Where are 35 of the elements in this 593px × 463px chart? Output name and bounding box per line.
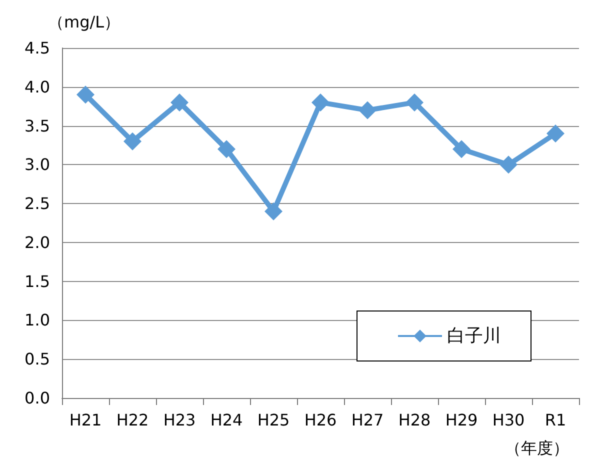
y-tick-label: 1.5 [24,272,50,291]
y-tick-label: 0.0 [24,388,50,408]
x-tick-label: R1 [544,410,566,430]
legend-label: 白子川 [447,326,501,346]
x-tick-label: H23 [163,410,196,430]
point [500,156,518,174]
y-tick-label: 2.0 [24,232,50,252]
y-tick-label: 3.5 [24,116,50,136]
y-tick-label: 0.5 [24,350,50,369]
x-tick-label: H26 [304,410,337,430]
x-tick-label: H27 [351,410,384,430]
y-axis-title: （mg/L） [48,12,120,32]
point [358,101,376,120]
point [312,93,330,112]
x-tick-label: H30 [492,410,525,430]
x-tick-label: H22 [116,410,149,430]
point [264,202,282,220]
point [170,93,188,112]
point [76,86,94,104]
point [124,132,142,150]
y-tick-label: 4.0 [24,77,50,96]
y-tick-label: 1.0 [24,310,50,330]
point [452,140,470,158]
point [218,140,236,158]
y-tick-label: 2.5 [24,194,50,214]
x-tick-label: H21 [69,410,102,430]
y-tick-label: 4.5 [24,38,50,58]
y-tick-label: 3.0 [24,155,50,174]
point [546,124,564,143]
x-axis-title: （年度） [505,438,569,458]
point [406,93,424,112]
x-tick-label: H29 [445,410,478,430]
x-tick-label: H28 [398,410,431,430]
x-tick-label: H25 [257,410,290,430]
x-tick-label: H24 [210,410,243,430]
